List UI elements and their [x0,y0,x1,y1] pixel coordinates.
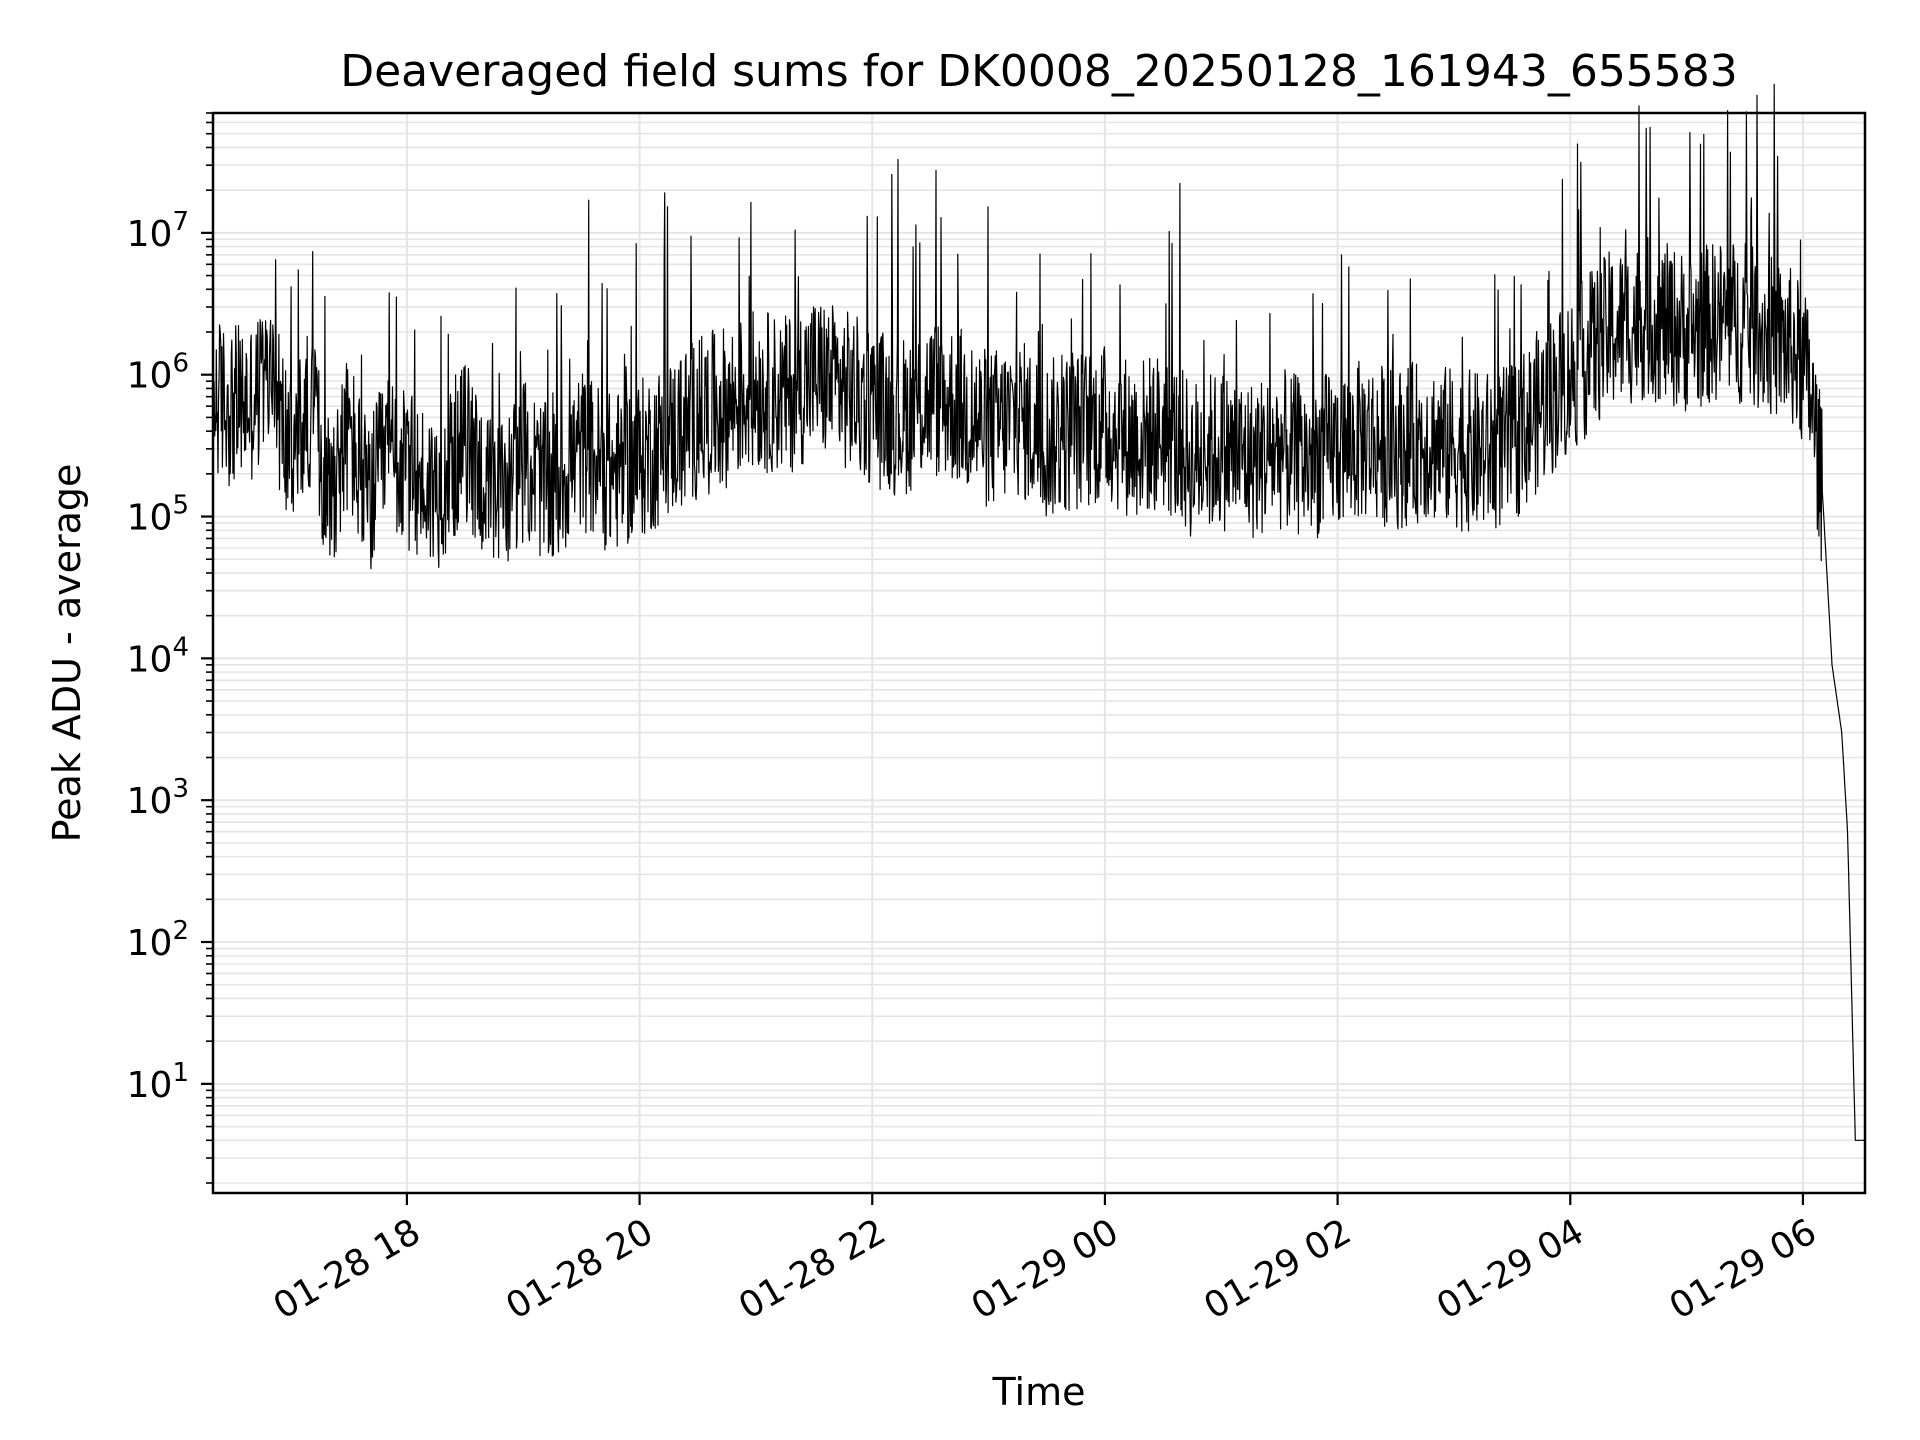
y-tick-label: 105 [127,491,189,539]
plot-frame [211,111,1867,1195]
y-tick-label: 106 [127,349,189,397]
series-line [212,83,1866,1141]
y-tick-label: 107 [127,207,189,255]
y-tick-label: 104 [127,632,189,680]
x-axis-label: Time [992,1370,1086,1414]
data-series [212,83,1866,1141]
y-axis-label: Peak ADU - average [45,464,89,843]
y-tick-label: 103 [127,774,189,822]
y-tick-label: 101 [127,1058,189,1106]
y-tick-label: 102 [127,916,189,964]
chart-title: Deaveraged field sums for DK0008_2025012… [340,46,1738,97]
